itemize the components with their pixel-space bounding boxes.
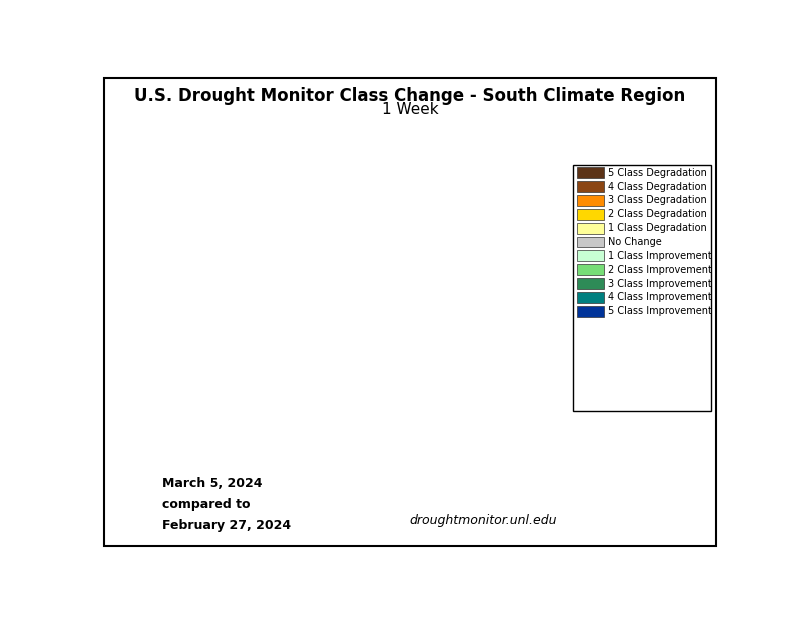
Bar (573, 165, 710, 412)
Bar (577, 222, 604, 234)
Text: 5 Class Degradation: 5 Class Degradation (608, 167, 706, 178)
Text: 1 Week: 1 Week (382, 102, 438, 117)
Text: 5 Class Improvement: 5 Class Improvement (608, 307, 711, 316)
Bar (577, 167, 604, 178)
Bar (577, 181, 604, 192)
Text: No Change: No Change (608, 237, 662, 247)
Text: March 5, 2024
compared to
February 27, 2024: March 5, 2024 compared to February 27, 2… (162, 477, 291, 532)
Text: 1 Class Improvement: 1 Class Improvement (608, 251, 711, 261)
Text: 3 Class Degradation: 3 Class Degradation (608, 195, 706, 205)
Text: U.S. Drought Monitor Class Change - South Climate Region: U.S. Drought Monitor Class Change - Sout… (134, 87, 686, 104)
Bar (577, 278, 604, 289)
Bar (577, 250, 604, 261)
Text: 4 Class Degradation: 4 Class Degradation (608, 182, 706, 192)
Text: 1 Class Degradation: 1 Class Degradation (608, 223, 706, 233)
Text: 4 Class Improvement: 4 Class Improvement (608, 292, 711, 302)
Bar (577, 237, 604, 247)
Bar (577, 265, 604, 275)
Text: 2 Class Improvement: 2 Class Improvement (608, 265, 711, 275)
Bar (577, 306, 604, 316)
Text: 2 Class Degradation: 2 Class Degradation (608, 210, 706, 219)
Text: 3 Class Improvement: 3 Class Improvement (608, 279, 711, 289)
Bar (577, 292, 604, 303)
Text: droughtmonitor.unl.edu: droughtmonitor.unl.edu (410, 514, 558, 527)
Bar (577, 209, 604, 219)
Bar (577, 195, 604, 206)
